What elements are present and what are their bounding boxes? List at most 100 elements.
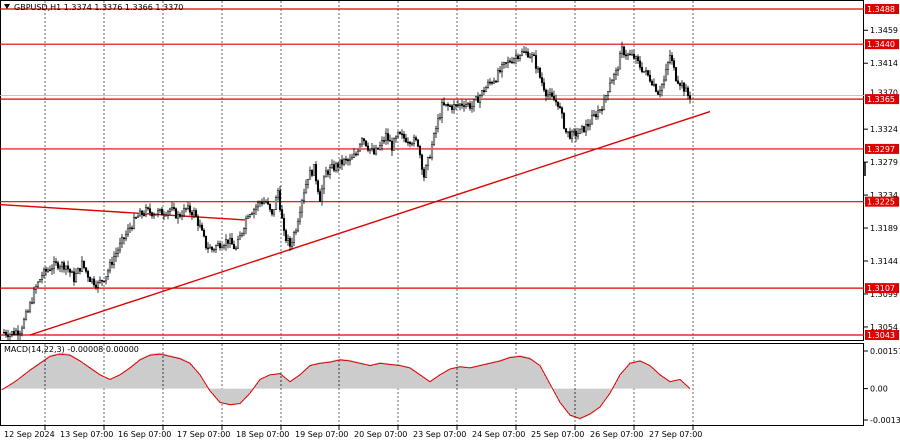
candle-body (422, 169, 426, 178)
candle-body (598, 109, 602, 111)
candle-body (472, 99, 476, 107)
price-tick-label: 1.3459 (870, 26, 898, 35)
candle-body (604, 95, 608, 100)
candle-body (606, 91, 610, 96)
candle-body (248, 214, 252, 217)
candle-body (164, 214, 168, 217)
candle-body (518, 54, 522, 59)
candle-body (530, 54, 534, 58)
candle-body (70, 271, 74, 274)
candle-body (414, 137, 418, 141)
candle-body (364, 140, 368, 147)
macd-tick-label: 0.00157 (870, 347, 900, 356)
candle-body (548, 92, 552, 95)
candle-body (406, 141, 410, 144)
candle-body (78, 268, 82, 272)
candle-body (368, 148, 372, 151)
candle-body (30, 302, 34, 304)
candle-body (484, 87, 488, 93)
candle-body (566, 131, 570, 133)
candle-body (154, 213, 158, 216)
candle-body (596, 110, 600, 118)
candle-body (652, 84, 656, 86)
price-tick-label: 1.3414 (870, 59, 898, 68)
candle-body (656, 91, 660, 95)
candle-body (254, 206, 258, 211)
candle-body (176, 214, 180, 219)
candle-body (324, 170, 328, 178)
candle-body (264, 201, 268, 203)
candle-body (394, 136, 398, 140)
candle-body (670, 55, 674, 61)
candle-body (228, 238, 232, 244)
candle-body (308, 170, 312, 180)
candle-body (128, 227, 132, 230)
candle-body (230, 238, 234, 245)
candle-body (360, 138, 364, 145)
candle-body (148, 208, 152, 213)
price-candles (2, 41, 866, 342)
candle-body (610, 79, 614, 84)
level-label: 1.3440 (867, 40, 895, 49)
candle-body (654, 84, 658, 92)
candle-body (224, 239, 228, 246)
candle-body (280, 209, 284, 219)
candle-body (290, 242, 294, 247)
candle-body (494, 80, 498, 83)
candle-body (18, 332, 22, 335)
candle-body (624, 54, 628, 57)
candle-body (274, 197, 278, 210)
candle-body (48, 269, 52, 272)
candle-body (462, 105, 466, 107)
candle-body (476, 96, 480, 103)
candle-body (358, 143, 362, 152)
candle-body (270, 209, 274, 215)
candle-body (136, 215, 140, 218)
candle-body (52, 261, 56, 269)
candle-body (66, 265, 70, 270)
candle-body (682, 82, 686, 92)
candle-body (374, 147, 378, 155)
candle-body (486, 81, 490, 88)
candle-body (536, 67, 540, 70)
candle-body (82, 260, 86, 268)
candle-body (444, 103, 448, 106)
candle-body (426, 156, 430, 166)
candle-body (676, 80, 680, 84)
candle-body (202, 229, 206, 237)
candle-body (582, 126, 586, 133)
candle-body (490, 81, 494, 84)
candle-body (144, 207, 148, 216)
candle-body (106, 270, 110, 277)
price-tick-label: 1.3324 (870, 125, 898, 134)
candle-body (460, 103, 464, 106)
candle-body (296, 220, 300, 232)
candle-body (278, 190, 282, 210)
candle-body (246, 216, 250, 219)
candle-body (522, 51, 526, 53)
candle-body (130, 227, 134, 230)
price-tick-label: 1.3234 (870, 191, 898, 200)
candle-body (678, 83, 682, 86)
candle-body (152, 214, 156, 217)
candle-body (72, 271, 76, 282)
time-axis: 12 Sep 2024 13 Sep 07:00 16 Sep 07:00 17 Se… (4, 426, 702, 439)
level-label: 1.3365 (867, 95, 895, 104)
candle-body (388, 140, 392, 142)
candle-body (102, 280, 106, 283)
candle-body (80, 260, 84, 272)
candle-body (432, 133, 436, 146)
candle-body (198, 224, 202, 227)
price-tick-label: 1.3279 (870, 158, 898, 167)
candle-body (390, 141, 394, 151)
candle-body (114, 253, 118, 257)
candle-body (126, 228, 130, 235)
candle-body (244, 218, 248, 230)
candle-body (62, 262, 66, 270)
candle-body (636, 56, 640, 62)
candle-body (338, 159, 342, 168)
candle-body (674, 67, 678, 82)
candle-body (540, 77, 544, 83)
candle-body (40, 275, 44, 280)
candle-body (28, 302, 32, 312)
